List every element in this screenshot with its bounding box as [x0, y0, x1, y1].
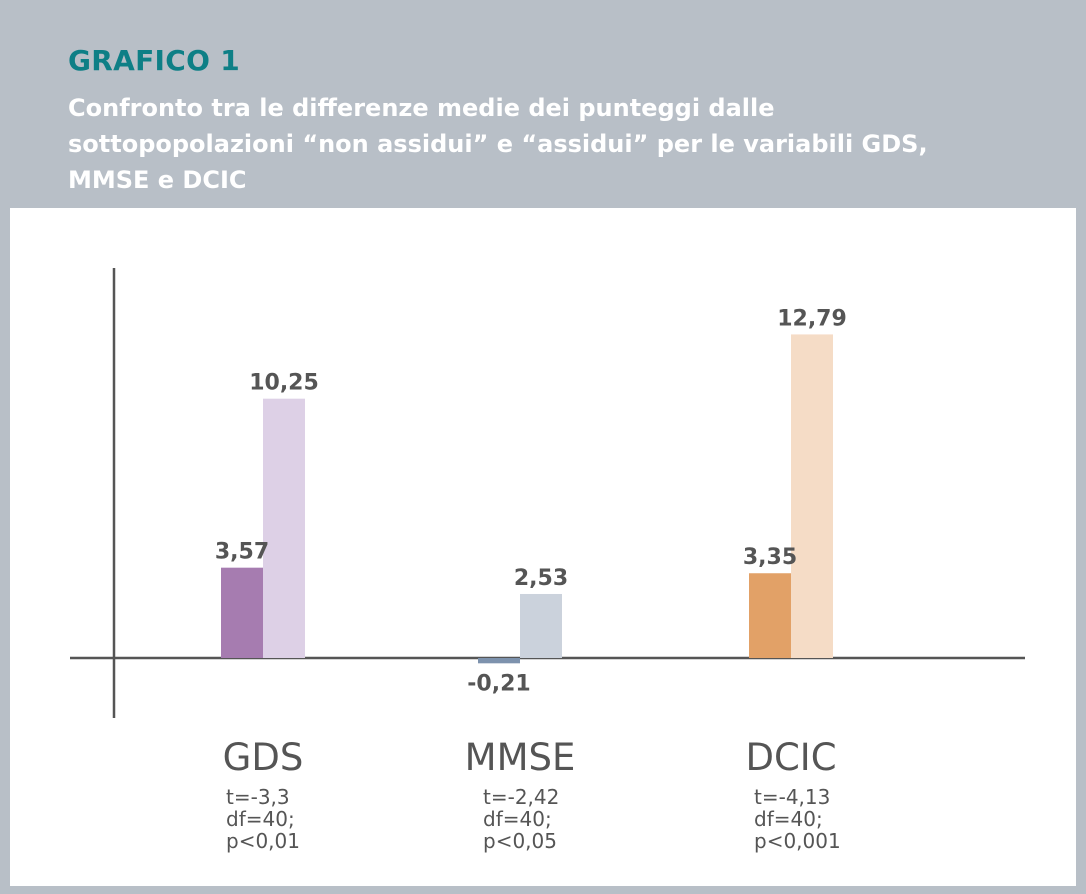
value-label-dcic-series-1: 3,35	[743, 545, 797, 570]
value-label-dcic-series-2: 12,79	[777, 306, 847, 331]
labels-group: 3,5710,25GDSt=-3,3df=40;p<0,01-0,212,53M…	[215, 306, 847, 853]
stat-line-mmse-1: t=-2,42	[483, 785, 559, 809]
category-label-gds: GDS	[223, 736, 304, 779]
stat-line-gds-2: df=40;	[226, 807, 295, 831]
category-label-dcic: DCIC	[745, 736, 836, 779]
chart-header: GRAFICO 1 Confronto tra le differenze me…	[0, 0, 1086, 208]
value-label-gds-series-1: 3,57	[215, 540, 269, 565]
stat-line-dcic-2: df=40;	[754, 807, 823, 831]
bar-mmse-series-1	[478, 658, 520, 664]
plot-panel	[10, 208, 1076, 886]
chart-title: GRAFICO 1	[68, 44, 241, 77]
bar-dcic-series-1	[749, 573, 791, 658]
bar-gds-series-2	[263, 398, 305, 658]
value-label-mmse-series-2: 2,53	[514, 566, 568, 591]
category-label-mmse: MMSE	[465, 736, 576, 779]
stat-line-mmse-3: p<0,05	[483, 829, 557, 853]
bar-gds-series-1	[221, 567, 263, 658]
value-label-mmse-series-1: -0,21	[467, 671, 530, 696]
stat-line-dcic-3: p<0,001	[754, 829, 841, 853]
stat-line-dcic-1: t=-4,13	[754, 785, 830, 809]
stat-line-mmse-2: df=40;	[483, 807, 552, 831]
chart-subtitle: Confronto tra le differenze medie dei pu…	[68, 94, 928, 194]
bars-group	[221, 334, 833, 664]
value-label-gds-series-2: 10,25	[249, 371, 319, 396]
stat-line-gds-1: t=-3,3	[226, 785, 290, 809]
stat-line-gds-3: p<0,01	[226, 829, 300, 853]
bar-dcic-series-2	[791, 334, 833, 658]
bar-mmse-series-2	[520, 593, 562, 658]
